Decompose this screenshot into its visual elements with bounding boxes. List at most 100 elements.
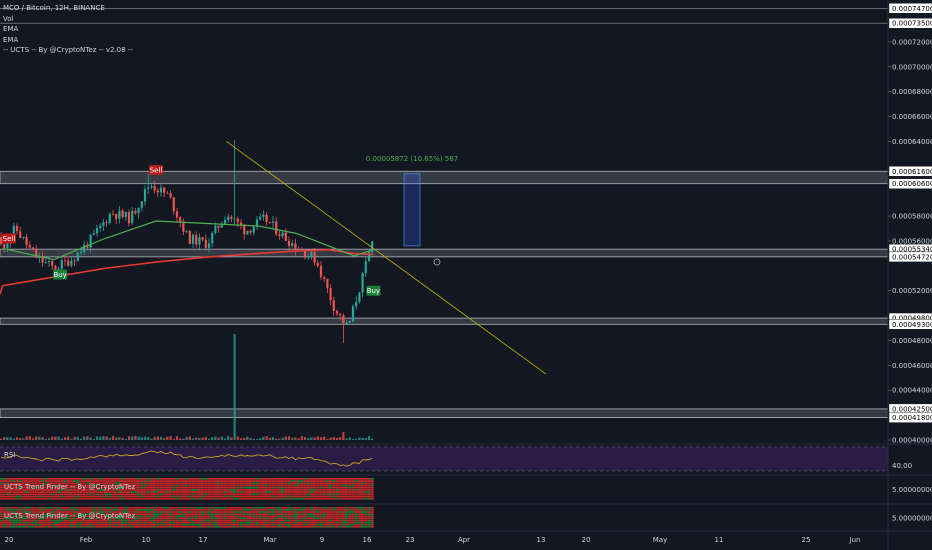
trend-cell bbox=[309, 478, 313, 480]
trend-cell bbox=[2, 511, 6, 513]
trend-cell bbox=[338, 515, 342, 518]
legend-ema-2[interactable]: EMA bbox=[3, 35, 19, 44]
volume-bar bbox=[6, 437, 9, 440]
trend-cell bbox=[249, 513, 253, 515]
trend-cell bbox=[18, 486, 22, 489]
trend-cell bbox=[66, 521, 70, 524]
trend-cell bbox=[338, 521, 342, 524]
trend-cell bbox=[146, 480, 150, 482]
trend-cell bbox=[25, 497, 29, 500]
trend-cell bbox=[249, 511, 253, 513]
trend-cell bbox=[354, 489, 358, 491]
trend-cell bbox=[73, 480, 77, 482]
trend-cell bbox=[15, 509, 19, 511]
trend-cell bbox=[41, 511, 45, 513]
trend-cell bbox=[197, 513, 201, 515]
trend-cell bbox=[191, 523, 195, 526]
trend-cell bbox=[322, 480, 326, 482]
trend-cell bbox=[37, 495, 41, 498]
trend-cell bbox=[95, 484, 99, 487]
horizontal-levels[interactable] bbox=[0, 7, 889, 419]
trend-cell bbox=[18, 517, 22, 520]
price-axis[interactable]: 0.000747000.000735000.000720000.00070000… bbox=[887, 0, 932, 550]
trend-cell bbox=[345, 486, 349, 489]
trend-cell bbox=[162, 519, 166, 522]
trend-cell bbox=[121, 509, 125, 511]
trend-cell bbox=[73, 511, 77, 513]
candle bbox=[307, 256, 310, 258]
trend-cell bbox=[53, 523, 57, 526]
trend-cell bbox=[364, 519, 368, 522]
trend-cell bbox=[140, 525, 144, 528]
trend-cell bbox=[121, 525, 125, 528]
volume-bar bbox=[262, 436, 265, 440]
time-axis[interactable]: 20 Feb 10 17 Mar 9 16 23 Apr 13 20 May 11 25 Jun bbox=[0, 530, 932, 544]
candle bbox=[150, 186, 153, 188]
trend-cell bbox=[111, 517, 115, 520]
trend-cell bbox=[124, 509, 128, 511]
trend-cell bbox=[313, 513, 317, 515]
trend-cell bbox=[18, 489, 22, 491]
trend-cell bbox=[15, 515, 19, 518]
legend-ema-1[interactable]: EMA bbox=[3, 25, 19, 33]
trend-cell bbox=[226, 486, 230, 489]
trend-pane-2-label[interactable]: UCTS Trend Finder -- By @CryptoNTez bbox=[4, 512, 136, 520]
trend-cell bbox=[322, 513, 326, 515]
trend-cell bbox=[108, 513, 112, 515]
trend-cell bbox=[47, 491, 51, 493]
trend-cell bbox=[101, 482, 105, 485]
candles[interactable] bbox=[0, 140, 374, 343]
trend-cell bbox=[335, 507, 339, 509]
trend-cell bbox=[338, 523, 342, 526]
trend-cell bbox=[41, 519, 45, 522]
trend-pane-1-label[interactable]: UCTS Trend Finder -- By @CryptoNTez bbox=[4, 483, 136, 491]
trend-cell bbox=[357, 507, 361, 509]
trend-cell bbox=[124, 497, 128, 500]
trend-cell bbox=[159, 493, 163, 496]
ema-slow-line bbox=[2, 248, 374, 287]
trend-cell bbox=[140, 515, 144, 518]
trend-cell bbox=[18, 521, 22, 524]
trend-cell bbox=[341, 489, 345, 491]
trend-cell bbox=[108, 482, 112, 485]
rsi-label[interactable]: RSI bbox=[4, 451, 16, 459]
trend-cell bbox=[114, 513, 118, 515]
trend-cell bbox=[41, 513, 45, 515]
trend-cell bbox=[357, 478, 361, 480]
legend-ucts[interactable]: -- UCTS -- By @CryptoNTez -- v2.08 -- bbox=[3, 46, 133, 54]
trend-cell bbox=[15, 489, 19, 491]
trend-cell bbox=[354, 507, 358, 509]
trend-cell bbox=[255, 515, 259, 518]
trend-cell bbox=[79, 478, 83, 480]
trend-cell bbox=[172, 497, 176, 500]
trend-cell bbox=[297, 497, 301, 500]
trend-cell bbox=[191, 484, 195, 487]
trend-cell bbox=[271, 482, 275, 485]
trend-cell bbox=[306, 511, 310, 513]
trend-cell bbox=[149, 507, 153, 509]
trend-cell bbox=[297, 491, 301, 493]
trend-cell bbox=[178, 489, 182, 491]
legend-vol[interactable]: Vol bbox=[3, 14, 14, 23]
trend-cell bbox=[143, 523, 147, 526]
legend-title[interactable]: MCO / Bitcoin, 12H, BINANCE bbox=[3, 4, 105, 12]
trend-cell bbox=[165, 517, 169, 520]
volume-bar bbox=[153, 436, 156, 440]
trend-cell bbox=[41, 489, 45, 491]
trend-cell bbox=[313, 517, 317, 520]
trend-cell bbox=[335, 497, 339, 500]
trend-cell bbox=[63, 525, 67, 528]
trend-cell bbox=[197, 482, 201, 485]
trend-cell bbox=[348, 482, 352, 485]
trend-cell bbox=[92, 513, 96, 515]
trend-cell bbox=[329, 515, 333, 518]
trend-cell bbox=[345, 493, 349, 496]
volume-bar bbox=[47, 438, 51, 440]
trend-cell bbox=[105, 482, 109, 485]
trend-cell bbox=[73, 517, 77, 520]
trend-cell bbox=[101, 493, 105, 496]
trend-cell bbox=[357, 519, 361, 522]
volume-bar bbox=[259, 438, 262, 440]
level-tag bbox=[888, 412, 932, 423]
